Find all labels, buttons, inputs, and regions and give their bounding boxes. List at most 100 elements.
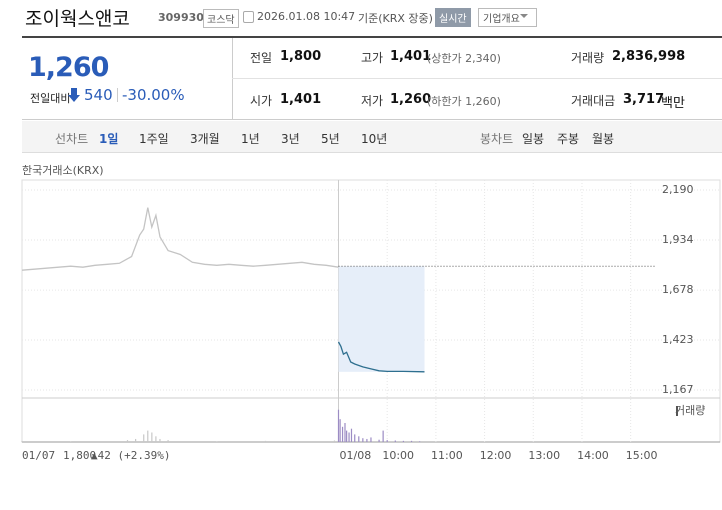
x-tick-label: 10:00: [382, 449, 414, 462]
volume-bar: [358, 436, 360, 442]
volume-bar: [354, 434, 356, 442]
tab-group-label: 봉차트: [480, 132, 514, 146]
change: 540: [84, 86, 113, 104]
stat-label: 거래대금: [571, 94, 616, 108]
dropdown-caret: [520, 14, 528, 22]
down-arrow-stem: [71, 88, 77, 95]
divider: [117, 88, 118, 102]
chart-source: 한국거래소(KRX): [22, 164, 104, 177]
period-tab[interactable]: 3년: [281, 132, 300, 146]
volume-bar: [167, 440, 169, 442]
stat-note: (하한가 1,260): [427, 95, 501, 108]
stock-code: 309930: [158, 11, 204, 24]
summary-box: [22, 36, 722, 120]
y-tick-label: 1,678: [662, 283, 694, 296]
volume-bar: [362, 438, 364, 442]
volume-bar: [378, 439, 380, 442]
stat-label: 저가: [361, 94, 384, 108]
stat-label: 고가: [361, 51, 384, 65]
market-badge: 코스닥: [203, 9, 239, 28]
stat-value: 2,836,998: [612, 49, 686, 64]
volume-bar: [135, 438, 137, 442]
stat-value: 3,717: [623, 92, 665, 107]
basis: 기준(KRX 장중): [358, 12, 433, 25]
volume-bar: [264, 440, 267, 442]
candle-tab[interactable]: 일봉: [522, 132, 545, 146]
volume-bar: [394, 440, 396, 442]
change-rate: -30.00%: [122, 86, 185, 104]
volume-bar: [159, 438, 161, 442]
stock-name: 조이웍스앤코: [25, 8, 130, 30]
x-tick-label: 11:00: [431, 449, 463, 462]
price-line: [337, 341, 425, 373]
stat-label: 전일: [250, 51, 273, 65]
volume-bar: [348, 432, 350, 442]
volume-bar: [216, 441, 218, 442]
x-tick-label: 01/08: [340, 449, 372, 462]
stat-note: (상한가 2,340): [427, 52, 501, 65]
volume-bar: [70, 441, 72, 442]
volume-bar: [341, 426, 344, 442]
volume-bar: [339, 419, 341, 442]
tab-bar: [22, 121, 722, 153]
down-arrow: [68, 95, 80, 102]
volume-bar: [337, 409, 340, 442]
volume-bar: [350, 428, 353, 442]
y-tick-label: 2,190: [662, 183, 694, 196]
volume-bar: [346, 430, 348, 442]
y-tick-label: 1,934: [662, 233, 694, 246]
clock-icon: [243, 11, 254, 23]
divider: [232, 78, 722, 79]
stat-value: 1,401: [280, 92, 322, 107]
volume-bar: [344, 423, 346, 442]
range-highlight: [338, 266, 425, 372]
period-tab[interactable]: 1일: [99, 132, 119, 146]
volume-bar: [410, 440, 413, 442]
period-tab[interactable]: 5년: [321, 132, 340, 146]
period-tab[interactable]: 1주일: [139, 132, 169, 146]
volume-bar: [333, 440, 336, 442]
current-price: 1,260: [28, 52, 109, 83]
stat-label: 시가: [250, 94, 273, 108]
volume-bar: [402, 440, 405, 442]
overview-text: 기업개요: [483, 14, 520, 25]
footer-date: 01/07: [22, 449, 55, 462]
tab-group-label: 선차트: [55, 132, 89, 146]
volume-bar: [386, 440, 388, 442]
x-tick-label: 14:00: [577, 449, 609, 462]
price-line: [21, 207, 339, 271]
volume-legend-marker: [676, 406, 678, 416]
candle-tab[interactable]: 월봉: [592, 132, 615, 146]
change-label: 전일대비: [30, 92, 71, 105]
stat-value: 1,260: [390, 92, 432, 107]
volume-bar: [370, 437, 372, 442]
y-tick-label: 1,167: [662, 383, 694, 396]
volume-bar: [151, 432, 153, 442]
volume-bar: [147, 430, 149, 442]
period-tab[interactable]: 3개월: [190, 132, 220, 146]
divider: [232, 38, 233, 120]
period-tab[interactable]: 10년: [361, 132, 388, 146]
candle-tab[interactable]: 주봉: [557, 132, 580, 146]
volume-bar: [126, 440, 129, 442]
stat-label: 거래량: [571, 51, 605, 65]
stat-value: 1,401: [390, 49, 432, 64]
volume-bar: [143, 434, 145, 442]
realtime-button[interactable]: 실시간: [435, 8, 471, 27]
datetime: 2026.01.08 10:47: [257, 10, 356, 23]
overview-button[interactable]: 기업개요: [478, 8, 537, 27]
volume-bar: [419, 441, 421, 442]
volume-legend: 거래량: [675, 404, 705, 417]
x-tick-label: 15:00: [626, 449, 658, 462]
y-tick-label: 1,423: [662, 333, 694, 346]
volume-bar: [21, 440, 23, 442]
volume-bar: [366, 438, 368, 442]
stat-value: 1,800: [280, 49, 322, 64]
volume-bar: [382, 430, 384, 442]
stat-unit: 백만: [661, 96, 685, 111]
footer-close: 1,800: [63, 449, 96, 462]
x-tick-label: 13:00: [528, 449, 560, 462]
period-tab[interactable]: 1년: [241, 132, 260, 146]
